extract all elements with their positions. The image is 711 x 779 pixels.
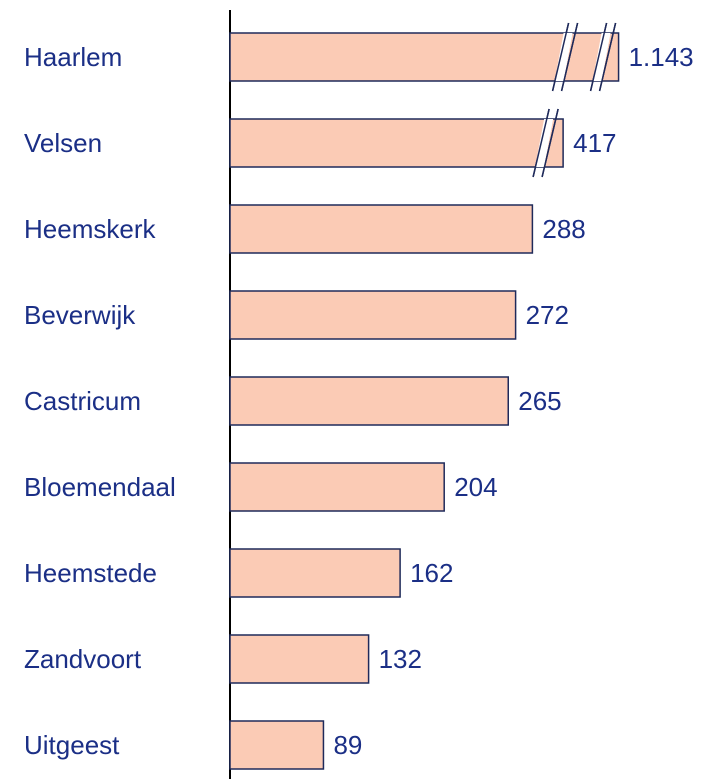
value-label: 1.143 bbox=[629, 42, 694, 72]
value-label: 272 bbox=[526, 300, 569, 330]
bar bbox=[229, 290, 517, 340]
value-label: 417 bbox=[573, 128, 616, 158]
value-label: 288 bbox=[542, 214, 585, 244]
axis-break-mark bbox=[551, 22, 570, 92]
value-label: 265 bbox=[518, 386, 561, 416]
value-label: 162 bbox=[410, 558, 453, 588]
axis-break-mark bbox=[598, 22, 617, 92]
axis-break-mark bbox=[541, 108, 559, 178]
category-label: Castricum bbox=[24, 386, 141, 416]
category-label: Beverwijk bbox=[24, 300, 136, 330]
axis-break-gap bbox=[535, 119, 554, 167]
bar bbox=[229, 720, 325, 770]
bar bbox=[229, 118, 564, 168]
axis-break-gap bbox=[554, 33, 573, 81]
bar bbox=[229, 376, 509, 426]
bar bbox=[229, 634, 370, 684]
category-label: Heemstede bbox=[24, 558, 157, 588]
axis-break-mark bbox=[589, 22, 608, 92]
category-label: Haarlem bbox=[24, 42, 122, 72]
category-label: Velsen bbox=[24, 128, 102, 158]
axis-break-mark bbox=[560, 22, 579, 92]
category-label: Zandvoort bbox=[24, 644, 142, 674]
category-label: Uitgeest bbox=[24, 730, 120, 760]
value-label: 132 bbox=[379, 644, 422, 674]
bar bbox=[229, 462, 445, 512]
category-label: Bloemendaal bbox=[24, 472, 176, 502]
value-label: 204 bbox=[454, 472, 497, 502]
bar bbox=[229, 204, 534, 254]
value-label: 89 bbox=[333, 730, 362, 760]
category-label: Heemskerk bbox=[24, 214, 156, 244]
bar bbox=[229, 32, 620, 82]
bar bbox=[229, 548, 401, 598]
axis-break-gap bbox=[592, 33, 611, 81]
axis-break-mark bbox=[532, 108, 550, 178]
